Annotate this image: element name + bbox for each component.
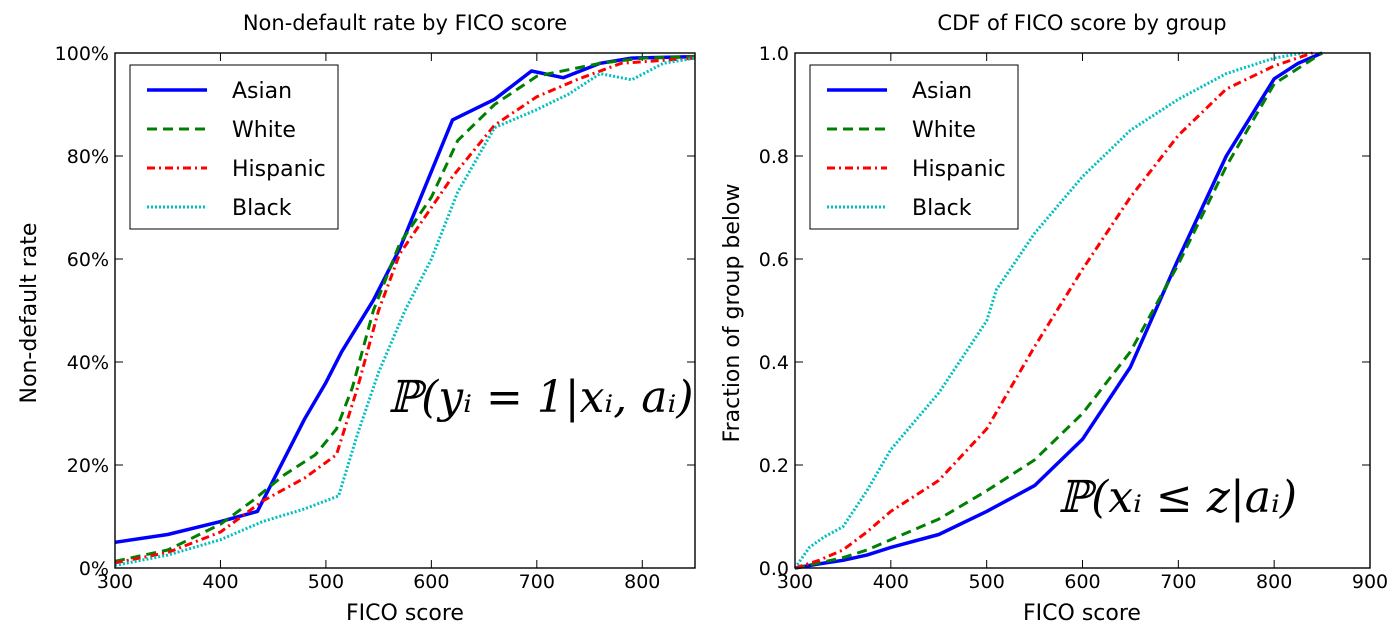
x-tick-label: 300 xyxy=(777,571,813,593)
x-tick-label: 400 xyxy=(873,571,909,593)
plot-frame xyxy=(794,52,1371,569)
cdf-chart: CDF of FICO score by group FICO score Fr… xyxy=(720,11,1388,626)
probability-annotation: ℙ(xᵢ ≤ z|aᵢ) xyxy=(1058,472,1297,523)
y-tick-label: 80% xyxy=(67,146,109,168)
y-tick-label: 100% xyxy=(55,43,109,65)
y-tick-label: 20% xyxy=(67,455,109,477)
y-tick-label: 40% xyxy=(67,352,109,374)
legend-frame xyxy=(129,64,339,230)
x-tick-label: 600 xyxy=(1064,571,1100,593)
x-tick-label: 500 xyxy=(308,571,344,593)
legend-label-white: White xyxy=(232,118,296,143)
probability-annotation: ℙ(yᵢ = 1|xᵢ, aᵢ) xyxy=(388,372,694,423)
y-tick-label: 0.6 xyxy=(759,249,789,271)
x-tick-label: 500 xyxy=(969,571,1005,593)
chart-title: Non-default rate by FICO score xyxy=(243,11,567,35)
legend: Asian White Hispanic Black xyxy=(809,64,1019,230)
legend-label-hispanic: Hispanic xyxy=(912,157,1006,182)
legend-label-asian: Asian xyxy=(912,79,972,104)
x-tick-label: 800 xyxy=(624,571,660,593)
y-tick-label: 0.0 xyxy=(759,558,789,580)
y-axis-label: Fraction of group below xyxy=(720,184,745,443)
series-line-hispanic xyxy=(794,51,1313,570)
non-default-rate-chart: Non-default rate by FICO score FICO scor… xyxy=(17,11,696,626)
series-line-black xyxy=(793,51,1304,569)
series-line-white xyxy=(114,55,696,563)
series-line-white xyxy=(794,51,1323,570)
legend-label-asian: Asian xyxy=(232,79,292,104)
legend-label-black: Black xyxy=(232,196,292,221)
y-axis-label: Non-default rate xyxy=(17,223,42,404)
y-tick-label: 0.8 xyxy=(759,146,789,168)
x-tick-label: 400 xyxy=(202,571,238,593)
x-axis-label: FICO score xyxy=(1023,601,1141,626)
y-tick-label: 60% xyxy=(67,249,109,271)
y-tick-label: 0.4 xyxy=(759,352,789,374)
series-line-asian xyxy=(794,51,1323,570)
legend-label-hispanic: Hispanic xyxy=(232,157,326,182)
y-tick-label: 1.0 xyxy=(759,43,789,65)
legend: Asian White Hispanic Black xyxy=(129,64,339,230)
legend-label-white: White xyxy=(912,118,976,143)
legend-label-black: Black xyxy=(912,196,972,221)
x-tick-label: 700 xyxy=(519,571,555,593)
chart-title: CDF of FICO score by group xyxy=(937,11,1226,35)
y-tick-label: 0.2 xyxy=(759,455,789,477)
x-tick-label: 600 xyxy=(413,571,449,593)
x-tick-label: 800 xyxy=(1256,571,1292,593)
x-tick-label: 300 xyxy=(97,571,133,593)
y-tick-label: 0% xyxy=(79,558,109,580)
series-line-black xyxy=(114,56,696,567)
series-line-asian xyxy=(114,54,696,545)
legend-frame xyxy=(809,64,1019,230)
x-tick-label: 700 xyxy=(1160,571,1196,593)
x-axis-label: FICO score xyxy=(346,601,464,626)
plot-frame xyxy=(114,52,696,569)
x-tick-label: 900 xyxy=(1352,571,1388,593)
